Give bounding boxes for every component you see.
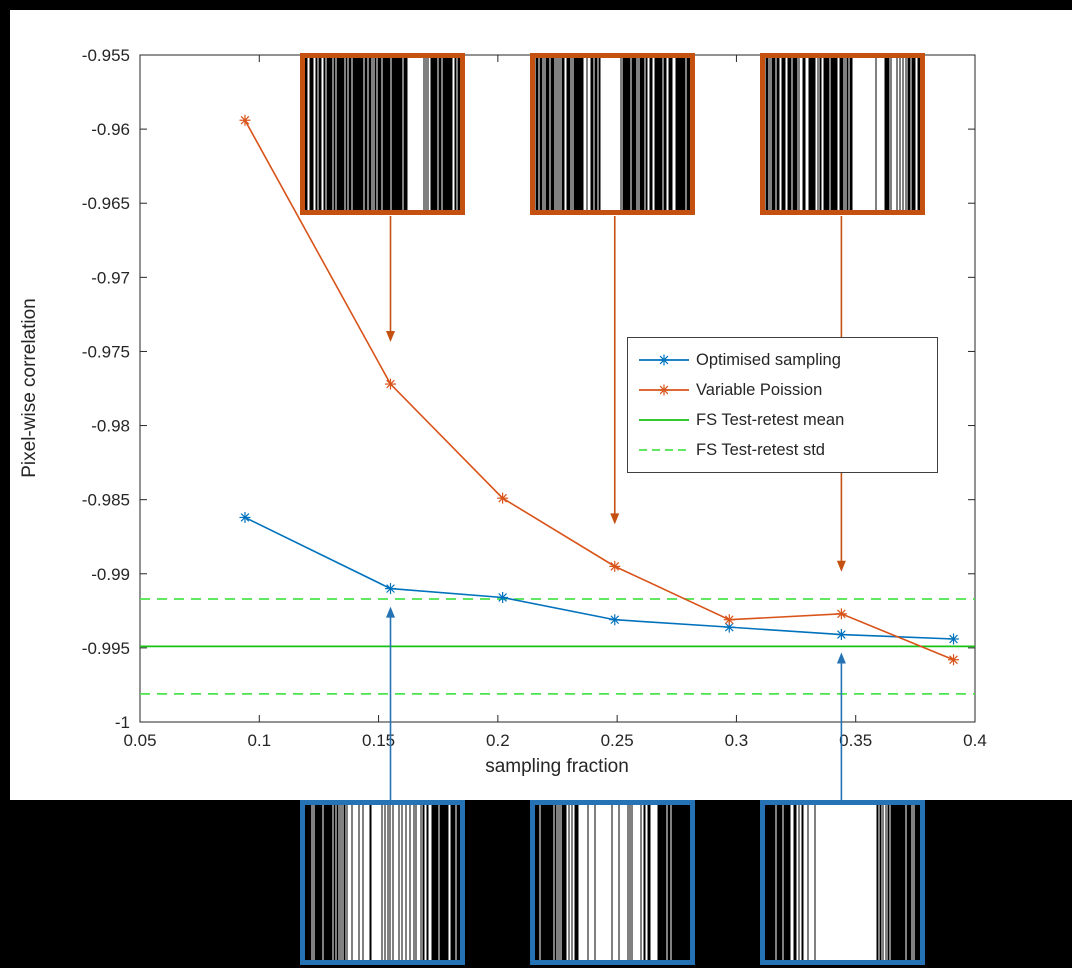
legend-sample-line: [639, 449, 689, 451]
legend-sample-line: [639, 354, 689, 366]
legend-entry-label: Optimised sampling: [696, 350, 841, 369]
y-tick-label: -0.98: [91, 417, 130, 436]
y-axis-label: Pixel-wise correlation: [19, 298, 40, 478]
optimised-mask-3: [760, 800, 925, 965]
legend-entry-fs-test-retest-std: FS Test-retest std: [636, 435, 929, 465]
x-tick-label: 0.05: [123, 731, 156, 750]
legend-entry-variable-poission: Variable Poission: [636, 375, 929, 405]
legend: Optimised sampling Variable Poission FS Te…: [627, 337, 938, 473]
arrow-to-variable-poisson-point: [386, 216, 395, 343]
mask-pattern: [311, 804, 457, 961]
x-tick-label: 0.25: [601, 731, 634, 750]
optimised-mask-2: [530, 800, 695, 965]
variable-poisson-mask-1: [300, 53, 465, 215]
legend-entry-optimised-sampling: Optimised sampling: [636, 345, 929, 375]
y-tick-label: -0.96: [91, 120, 130, 139]
mask-pattern: [304, 57, 461, 211]
y-tick-label: -0.965: [82, 194, 130, 213]
x-tick-label: 0.3: [725, 731, 749, 750]
y-tick-label: -0.995: [82, 639, 130, 658]
optimised-mask-1: [300, 800, 465, 965]
x-tick-label: 0.35: [839, 731, 872, 750]
arrow-to-optimised-point: [386, 606, 395, 800]
x-axis-label: sampling fraction: [485, 756, 629, 777]
mask-pattern: [775, 804, 915, 961]
legend-entry-label: FS Test-retest mean: [696, 410, 845, 429]
legend-entry-fs-test-retest-mean: FS Test-retest mean: [636, 405, 929, 435]
inset-border: [300, 800, 465, 965]
inset-border: [760, 800, 925, 965]
y-tick-label: -0.955: [82, 46, 130, 65]
inset-border: [300, 53, 465, 215]
variable-poisson-mask-3: [760, 53, 925, 215]
mask-pattern: [539, 804, 672, 961]
y-tick-label: -0.99: [91, 565, 130, 584]
y-tick-label: -0.985: [82, 491, 130, 510]
legend-sample-line: [639, 419, 689, 421]
y-tick-label: -1: [115, 713, 130, 732]
variable-poisson-mask-2: [530, 53, 695, 215]
arrow-to-optimised-point: [836, 652, 846, 800]
y-tick-label: -0.97: [91, 268, 130, 287]
x-tick-label: 0.2: [486, 731, 510, 750]
x-tick-label: 0.15: [362, 731, 395, 750]
series-variable-poission: [239, 114, 960, 666]
inset-border: [530, 53, 695, 215]
y-tick-label: -0.975: [82, 342, 130, 361]
legend-entry-label: Variable Poission: [696, 380, 823, 399]
legend-entry-label: FS Test-retest std: [696, 440, 825, 459]
legend-sample-line: [639, 384, 689, 396]
series-fs-test-retest-std: [140, 598, 975, 695]
inset-border: [530, 800, 695, 965]
inset-border: [760, 53, 925, 215]
series-optimised-sampling: [239, 511, 960, 645]
x-tick-label: 0.4: [963, 731, 987, 750]
x-tick-label: 0.1: [247, 731, 271, 750]
arrow-to-variable-poisson-point: [610, 216, 620, 525]
